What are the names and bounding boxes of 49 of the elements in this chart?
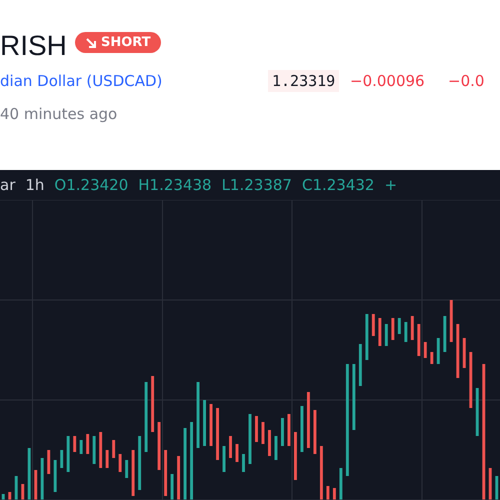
candlestick	[138, 436, 142, 490]
candlestick	[391, 318, 394, 340]
text: 40 minutes ago	[0, 105, 118, 123]
candlestick	[398, 318, 401, 334]
candlestick	[417, 324, 420, 356]
candlestick	[320, 446, 323, 500]
candlestick	[112, 440, 116, 458]
candlestick	[410, 316, 414, 340]
text: 1h	[25, 176, 44, 194]
text: O1.23420	[54, 176, 128, 194]
candlestick	[86, 434, 90, 454]
text: +	[384, 176, 398, 194]
candlestick	[106, 450, 109, 468]
text: L1.23387	[222, 176, 292, 194]
text: −0.00096	[350, 72, 425, 90]
candlestick	[144, 382, 148, 452]
text: ar	[0, 176, 16, 194]
candlestick	[177, 456, 180, 500]
candlestick	[306, 392, 310, 448]
text: −0.0	[448, 72, 484, 90]
text: C1.23432	[302, 176, 374, 194]
candlestick	[313, 410, 316, 454]
candlestick	[125, 460, 128, 478]
candlestick	[372, 314, 375, 336]
candlestick	[151, 376, 154, 432]
chart-title: RISH	[0, 30, 67, 62]
text: 1.23319	[268, 70, 340, 92]
candlestick	[184, 428, 187, 500]
candlestick	[164, 450, 168, 496]
candlestick	[99, 432, 102, 468]
candlestick	[404, 322, 408, 342]
candlestick	[346, 364, 349, 476]
candlestick	[365, 314, 368, 360]
text: dian Dollar (USDCAD)	[0, 72, 162, 90]
candlestick	[326, 486, 330, 500]
candlestick	[358, 344, 362, 386]
text: H1.23438	[138, 176, 212, 194]
candlestick	[384, 324, 388, 346]
candlestick	[378, 318, 382, 346]
candlestick	[92, 436, 96, 464]
candlestick	[132, 450, 135, 496]
candlestick	[80, 440, 83, 454]
candlestick	[352, 364, 356, 430]
candlestick	[332, 488, 336, 500]
candlestick	[158, 422, 161, 470]
candlestick	[170, 474, 174, 500]
candlestick	[118, 454, 122, 472]
text: SHORT	[101, 35, 151, 50]
candlestick	[339, 468, 342, 500]
